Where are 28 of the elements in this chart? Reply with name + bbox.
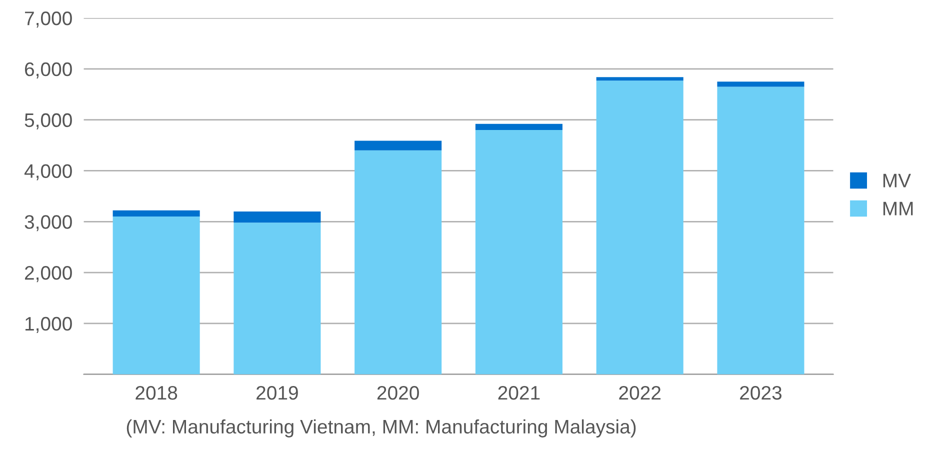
y-tick-label: 2,000 — [25, 266, 72, 282]
y-tick-label: 4,000 — [24, 164, 72, 180]
y-tick-label: 7,000 — [25, 12, 72, 28]
legend-label: MM — [883, 202, 913, 216]
y-tick-label: 6,000 — [25, 62, 72, 78]
bar — [234, 211, 321, 223]
text: (MV: Manufacturing Vietnam, MM: Manufacturing Malaysia) — [126, 419, 636, 438]
x-tick-label: 2023 — [740, 386, 782, 400]
bar — [717, 82, 804, 87]
bar — [717, 86, 804, 374]
y-tick-label: 5,000 — [24, 113, 72, 130]
bar — [354, 140, 442, 150]
bar — [354, 150, 442, 374]
y-tick-label: 3,000 — [24, 215, 72, 232]
x-tick-label: 2019 — [256, 386, 298, 400]
bar — [475, 130, 562, 374]
y-tick-label: 1,000 — [26, 316, 72, 333]
x-tick-label: 2022 — [619, 386, 660, 400]
bar — [112, 216, 200, 374]
bar — [596, 77, 684, 81]
legend-label: MV — [883, 174, 911, 188]
x-tick-label: 2021 — [498, 386, 540, 400]
x-tick-label: 2018 — [136, 386, 178, 400]
bar — [234, 222, 321, 374]
bar — [112, 210, 200, 217]
bar — [596, 80, 684, 374]
bar — [475, 124, 562, 130]
x-tick-label: 2020 — [377, 386, 419, 400]
